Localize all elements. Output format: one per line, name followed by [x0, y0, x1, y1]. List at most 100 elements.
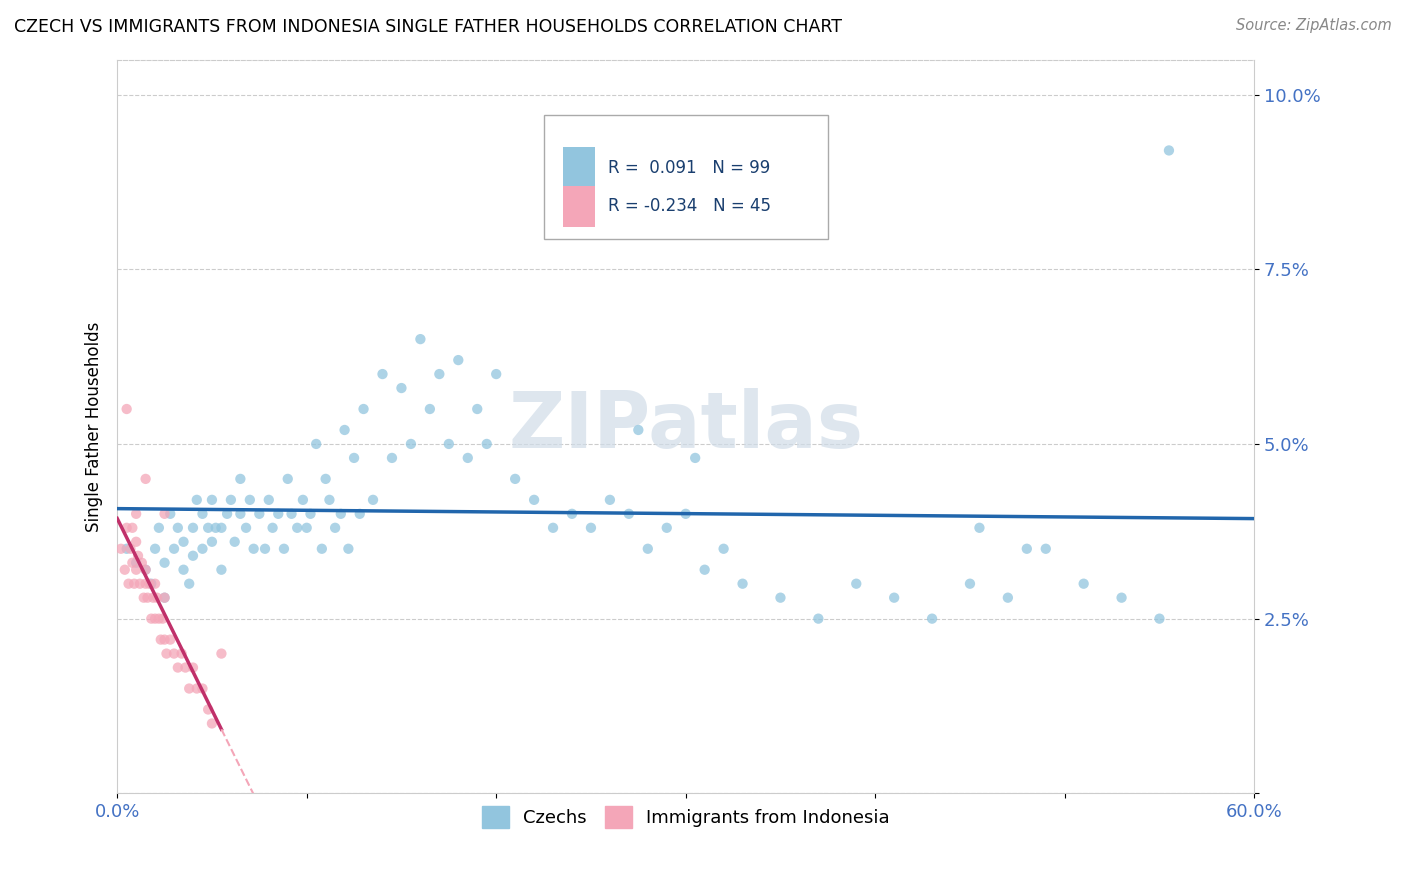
Point	[273, 541, 295, 556]
Point	[136, 591, 159, 605]
Point	[191, 507, 214, 521]
Point	[579, 521, 602, 535]
Point	[153, 556, 176, 570]
Text: R =  0.091   N = 99: R = 0.091 N = 99	[609, 159, 770, 177]
Point	[337, 541, 360, 556]
Point	[845, 576, 868, 591]
Point	[197, 521, 219, 535]
Point	[637, 541, 659, 556]
Point	[191, 681, 214, 696]
Point	[361, 492, 384, 507]
FancyBboxPatch shape	[544, 115, 828, 239]
Point	[267, 507, 290, 521]
Point	[242, 541, 264, 556]
Point	[247, 507, 270, 521]
Point	[201, 492, 224, 507]
Point	[1149, 612, 1171, 626]
Point	[353, 402, 375, 417]
Point	[125, 556, 148, 570]
Point	[143, 576, 166, 591]
Point	[349, 507, 371, 521]
Point	[277, 472, 299, 486]
Point	[153, 632, 176, 647]
Point	[146, 591, 169, 605]
Point	[181, 521, 204, 535]
Point	[174, 660, 197, 674]
Point	[299, 507, 322, 521]
Point	[129, 576, 152, 591]
Point	[131, 556, 153, 570]
Point	[173, 534, 195, 549]
Point	[257, 492, 280, 507]
Point	[186, 681, 208, 696]
Point	[315, 472, 337, 486]
Point	[163, 541, 186, 556]
Text: CZECH VS IMMIGRANTS FROM INDONESIA SINGLE FATHER HOUSEHOLDS CORRELATION CHART: CZECH VS IMMIGRANTS FROM INDONESIA SINGL…	[14, 18, 842, 36]
Point	[675, 507, 697, 521]
Point	[503, 472, 526, 486]
Point	[959, 576, 981, 591]
Point	[541, 521, 564, 535]
Point	[186, 492, 208, 507]
FancyBboxPatch shape	[562, 186, 595, 227]
Point	[191, 541, 214, 556]
Point	[457, 450, 479, 465]
Point	[117, 576, 139, 591]
Point	[447, 353, 470, 368]
Point	[655, 521, 678, 535]
Point	[311, 541, 333, 556]
Point	[173, 563, 195, 577]
Point	[224, 534, 246, 549]
Point	[1111, 591, 1133, 605]
Point	[142, 591, 165, 605]
Point	[419, 402, 441, 417]
Point	[1157, 144, 1180, 158]
Point	[333, 423, 356, 437]
Point	[561, 507, 583, 521]
Point	[181, 660, 204, 674]
Point	[153, 591, 176, 605]
Point	[713, 541, 735, 556]
Point	[125, 507, 148, 521]
Point	[201, 716, 224, 731]
Point	[475, 437, 498, 451]
Point	[599, 492, 621, 507]
Point	[143, 612, 166, 626]
Point	[329, 507, 352, 521]
Point	[465, 402, 488, 417]
Point	[209, 647, 232, 661]
Point	[152, 612, 174, 626]
Point	[291, 492, 314, 507]
Point	[138, 576, 160, 591]
Point	[235, 521, 257, 535]
Point	[127, 549, 149, 563]
Point	[437, 437, 460, 451]
Point	[114, 563, 136, 577]
Point	[204, 521, 226, 535]
Point	[115, 402, 138, 417]
Point	[135, 472, 157, 486]
Point	[197, 702, 219, 716]
Point	[217, 507, 239, 521]
Point	[399, 437, 422, 451]
Point	[179, 681, 201, 696]
Point	[135, 576, 157, 591]
Point	[159, 632, 181, 647]
Legend: Czechs, Immigrants from Indonesia: Czechs, Immigrants from Indonesia	[474, 799, 897, 836]
Point	[135, 563, 157, 577]
Point	[149, 632, 172, 647]
Text: R = -0.234   N = 45: R = -0.234 N = 45	[609, 197, 772, 215]
Point	[239, 492, 262, 507]
Point	[125, 563, 148, 577]
Point	[409, 332, 432, 346]
Point	[318, 492, 340, 507]
Point	[285, 521, 308, 535]
Point	[181, 549, 204, 563]
Point	[523, 492, 546, 507]
Point	[153, 591, 176, 605]
Point	[683, 450, 706, 465]
Point	[280, 507, 302, 521]
Point	[179, 576, 201, 591]
Text: Source: ZipAtlas.com: Source: ZipAtlas.com	[1236, 18, 1392, 33]
Point	[391, 381, 413, 395]
